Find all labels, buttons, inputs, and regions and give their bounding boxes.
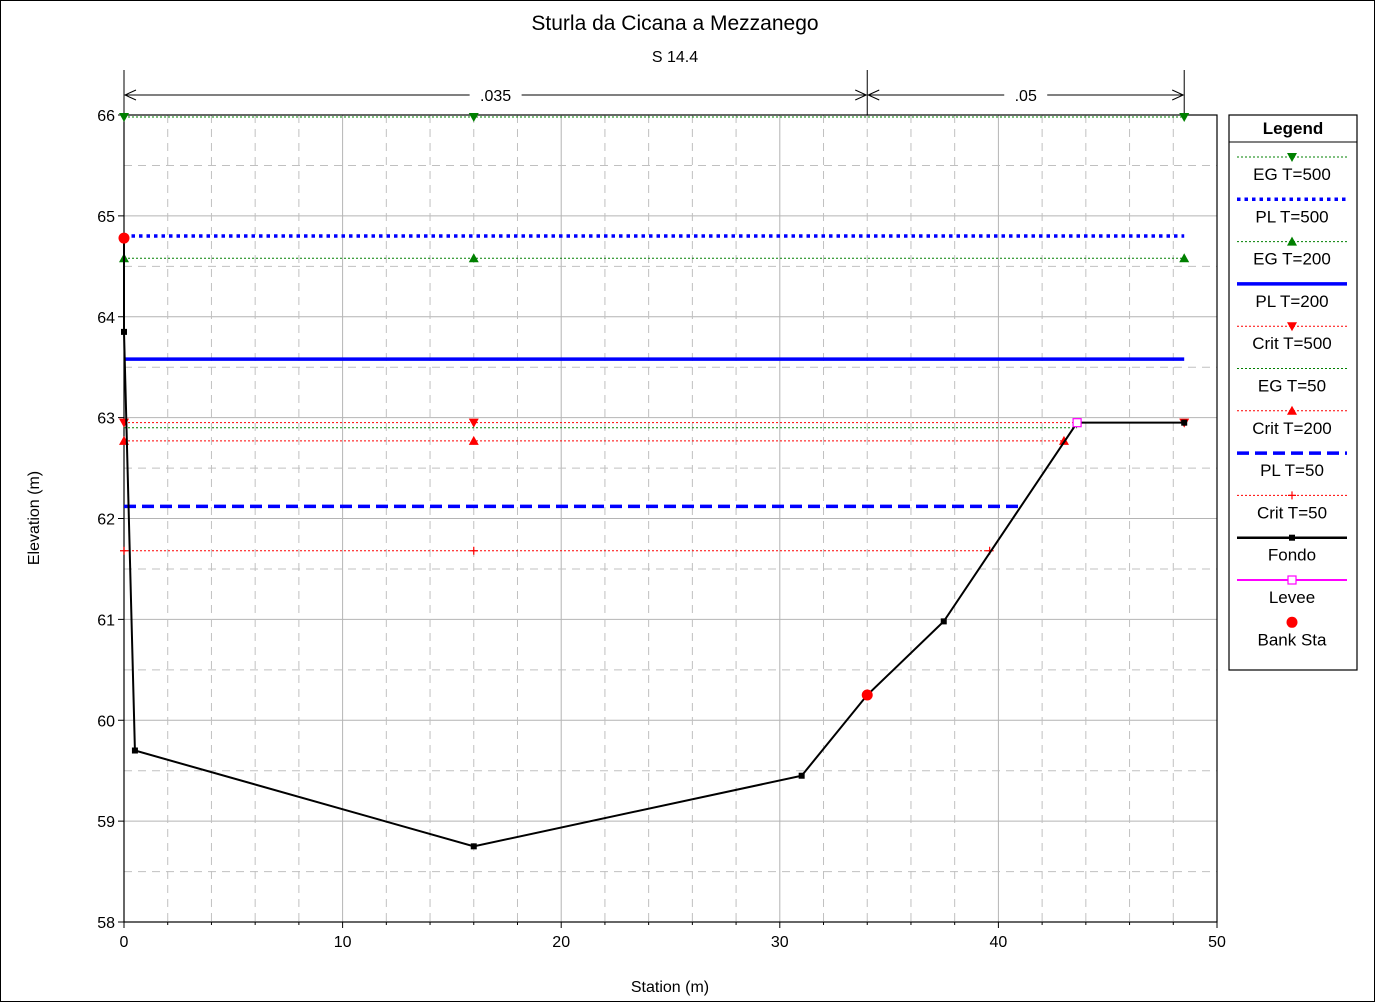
series-bank-sta (118, 232, 873, 701)
series-crit-t-500 (119, 418, 1190, 428)
point-fondo (940, 618, 947, 625)
point-bank-sta (118, 232, 130, 244)
point-crit-t-500 (119, 418, 129, 428)
data-series (118, 113, 1190, 850)
x-tick-label: 10 (334, 934, 352, 951)
roughness-arrowhead (1172, 89, 1185, 101)
point-crit-t-200 (1058, 435, 1069, 445)
y-tick-label: 62 (97, 512, 115, 529)
x-tick-label: 50 (1208, 934, 1226, 951)
x-axis-label: Station (m) (631, 979, 709, 996)
y-tick-label: 63 (97, 411, 115, 428)
legend-label-eg-t-50: EG T=50 (1258, 377, 1326, 396)
y-tick-label: 59 (97, 814, 115, 831)
legend-item-bank-sta: Bank Sta (1258, 616, 1328, 649)
legend-title: Legend (1263, 119, 1323, 138)
point-crit-t-50 (120, 546, 128, 555)
point-eg-t-500 (119, 113, 129, 123)
point-crit-t-50 (469, 546, 478, 555)
series-eg-t-500 (119, 113, 1190, 123)
x-tick-label: 40 (990, 934, 1008, 951)
x-tick-label: 0 (120, 934, 129, 951)
point-levee (1072, 418, 1082, 428)
legend-label-crit-t-50: Crit T=50 (1257, 503, 1327, 522)
x-tick-label: 30 (771, 934, 789, 951)
point-eg-t-500 (468, 113, 479, 123)
point-crit-t-500 (468, 418, 479, 428)
y-tick-label: 65 (97, 209, 115, 226)
point-fondo (121, 328, 127, 335)
legend-marker-crit-t-500 (1287, 322, 1297, 332)
roughness-arrowhead (855, 89, 868, 101)
x-tick-label: 20 (552, 934, 570, 951)
roughness-arrowhead (123, 89, 137, 101)
point-bank-sta (861, 689, 873, 701)
legend-label-fondo: Fondo (1268, 546, 1316, 565)
legend-label-bank-sta: Bank Sta (1258, 630, 1328, 649)
legend-item-crit-t-50: Crit T=50 (1237, 491, 1347, 522)
roughness-label: .05 (1015, 88, 1037, 105)
series-crit-t-200 (119, 435, 1069, 445)
point-eg-t-200 (1179, 253, 1190, 263)
chart-subtitle: S 14.4 (652, 49, 698, 66)
point-fondo (470, 843, 477, 850)
legend-marker-bank-sta (1286, 616, 1298, 628)
legend-label-pl-t-50: PL T=50 (1260, 461, 1324, 480)
legend-item-pl-t-500: PL T=500 (1237, 197, 1347, 226)
legend-marker-levee (1287, 575, 1297, 585)
point-fondo (798, 772, 805, 779)
legend-label-eg-t-500: EG T=500 (1253, 165, 1331, 184)
point-fondo (131, 747, 138, 754)
chart-title: Sturla da Cicana a Mezzanego (531, 12, 818, 35)
series-eg-t-200 (119, 253, 1190, 263)
legend-item-eg-t-50: EG T=50 (1237, 368, 1347, 396)
roughness-label: .035 (480, 88, 511, 105)
legend-marker-eg-t-200 (1287, 236, 1297, 246)
legend-item-levee: Levee (1237, 575, 1347, 607)
legend-item-eg-t-500: EG T=500 (1237, 153, 1347, 184)
point-crit-t-200 (468, 435, 479, 445)
legend-item-fondo: Fondo (1237, 534, 1347, 565)
legend-label-crit-t-500: Crit T=500 (1252, 334, 1332, 353)
series-levee (1072, 418, 1082, 428)
legend-marker-crit-t-50 (1288, 491, 1296, 500)
legend-item-pl-t-50: PL T=50 (1237, 451, 1347, 480)
legend-marker-eg-t-500 (1287, 153, 1297, 162)
legend-item-crit-t-200: Crit T=200 (1237, 405, 1347, 438)
legend-label-pl-t-200: PL T=200 (1255, 292, 1328, 311)
y-tick-label: 60 (97, 713, 115, 730)
legend-item-crit-t-500: Crit T=500 (1237, 322, 1347, 353)
axes: 0 10 20 30 40 50 58 59 60 61 62 63 64 65 66 (97, 108, 1226, 951)
grid (124, 115, 1217, 922)
y-tick-label: 66 (97, 108, 115, 125)
legend-marker-crit-t-200 (1287, 405, 1297, 415)
legend-item-pl-t-200: PL T=200 (1237, 282, 1347, 311)
y-tick-label: 64 (97, 310, 115, 327)
roughness-annotations: .035 .05 (123, 70, 1185, 115)
legend-label-levee: Levee (1269, 588, 1315, 607)
series-line-fondo (123, 238, 1185, 848)
legend: Legend EG T=500 PL T=500 EG T=200 PL T=200 C… (1228, 114, 1358, 671)
y-axis-label: Elevation (m) (26, 471, 43, 565)
y-tick-label: 61 (97, 612, 115, 629)
legend-label-pl-t-500: PL T=500 (1255, 207, 1328, 226)
point-eg-t-500 (1179, 113, 1190, 123)
series-crit-t-50 (120, 546, 994, 555)
legend-marker-fondo (1289, 534, 1295, 541)
legend-label-eg-t-200: EG T=200 (1253, 250, 1331, 269)
series-fondo (121, 235, 1188, 850)
point-eg-t-200 (468, 253, 479, 263)
legend-label-crit-t-200: Crit T=200 (1252, 419, 1332, 438)
legend-item-eg-t-200: EG T=200 (1237, 236, 1347, 269)
y-tick-label: 58 (97, 915, 115, 932)
roughness-arrowhead (867, 89, 880, 101)
point-fondo (1181, 419, 1188, 426)
